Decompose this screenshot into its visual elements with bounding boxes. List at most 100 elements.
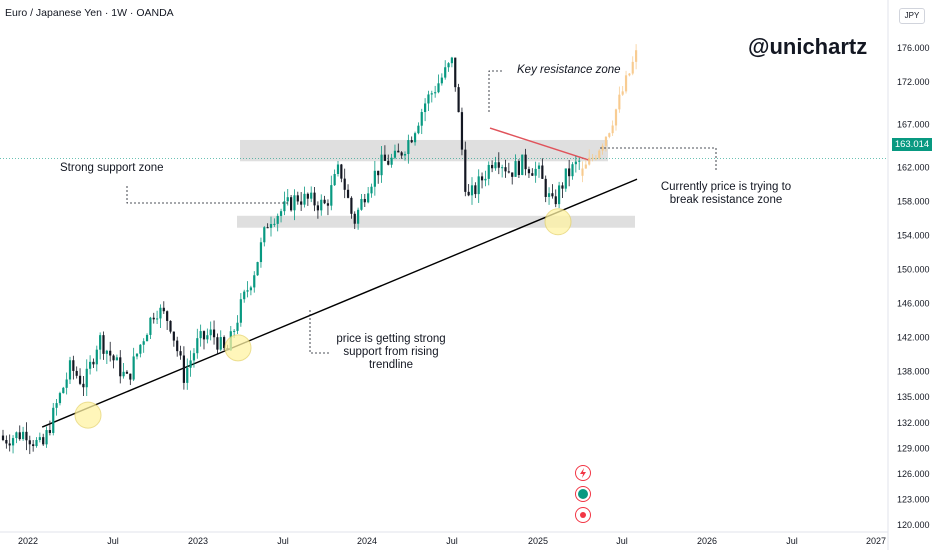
price-tick-label: 167.000 bbox=[897, 120, 930, 130]
candle-body bbox=[450, 57, 453, 64]
projection-body bbox=[594, 158, 597, 160]
candle-body bbox=[323, 199, 326, 204]
candle-body bbox=[460, 112, 464, 150]
time-axis[interactable]: 2022 Jul 2023 Jul 2024 Jul 2025 Jul 2026 Jul 2027 bbox=[18, 536, 886, 546]
candle-body bbox=[216, 337, 219, 350]
candle-body bbox=[1, 435, 5, 441]
candle-body bbox=[370, 186, 373, 194]
candle-body bbox=[273, 223, 276, 225]
teal-circle-icon[interactable] bbox=[575, 486, 591, 502]
candle-body bbox=[521, 154, 524, 175]
candle-body bbox=[223, 337, 226, 348]
candle-body bbox=[162, 307, 165, 312]
candle-body bbox=[393, 150, 397, 158]
zones bbox=[237, 139, 635, 228]
candle-body bbox=[424, 103, 427, 113]
candle-body bbox=[403, 154, 407, 156]
candle-body bbox=[176, 340, 179, 352]
resistance-zone bbox=[240, 139, 608, 162]
candle-body bbox=[454, 57, 457, 88]
candle-body bbox=[172, 331, 175, 341]
candle-body bbox=[62, 387, 65, 394]
candle-body bbox=[377, 170, 380, 176]
candle-body bbox=[504, 167, 507, 172]
currency-label[interactable]: JPY bbox=[899, 8, 925, 24]
candle-body bbox=[551, 193, 554, 197]
trendline-arrow bbox=[309, 310, 330, 354]
projection-body bbox=[598, 150, 601, 159]
candle-body bbox=[169, 320, 172, 332]
candle-body bbox=[474, 185, 477, 195]
candle-body bbox=[11, 438, 15, 446]
price-tick-label: 129.000 bbox=[897, 443, 930, 453]
candle-body bbox=[142, 341, 145, 345]
candle-body bbox=[206, 335, 209, 340]
candle-body bbox=[417, 125, 420, 134]
price-tick-label: 142.000 bbox=[897, 333, 930, 343]
candle-body bbox=[159, 307, 162, 319]
candle-body bbox=[166, 311, 169, 321]
candle-body bbox=[45, 430, 48, 445]
candle-body bbox=[52, 407, 55, 433]
candle-body bbox=[574, 161, 577, 165]
candle-body bbox=[145, 334, 149, 342]
candle-body bbox=[547, 193, 551, 197]
candle-body bbox=[233, 330, 236, 332]
support-touch-circle bbox=[224, 334, 252, 362]
candle-body bbox=[316, 205, 319, 211]
candle-body bbox=[32, 444, 35, 447]
candle-body bbox=[527, 169, 531, 174]
candle-body bbox=[99, 335, 102, 350]
time-tick-label: 2027 bbox=[866, 536, 886, 546]
candle-body bbox=[300, 201, 303, 205]
candle-body bbox=[380, 154, 383, 176]
trendline-note-line-3: trendline bbox=[368, 359, 414, 371]
lightning-icon[interactable] bbox=[575, 465, 591, 481]
resistance-arrow bbox=[488, 70, 503, 112]
rising-trendline bbox=[41, 178, 638, 428]
candle-body bbox=[363, 198, 366, 203]
candle-body bbox=[135, 353, 139, 357]
candle-body bbox=[477, 176, 480, 195]
candle-body bbox=[290, 197, 293, 211]
price-tick-label: 123.000 bbox=[897, 494, 930, 504]
current-note-line-2: break resistance zone bbox=[669, 194, 783, 206]
candle-body bbox=[122, 371, 125, 377]
projection-body bbox=[611, 125, 614, 134]
candle-body bbox=[196, 338, 199, 354]
target-icon[interactable] bbox=[575, 507, 591, 523]
support-arrow bbox=[126, 186, 290, 204]
candle-body bbox=[276, 215, 279, 224]
trendline-note: price is getting strong support from ris… bbox=[336, 333, 446, 372]
support-touch-circle bbox=[74, 401, 102, 429]
candle-body bbox=[350, 197, 353, 214]
current-price-label: 163.014 bbox=[892, 138, 932, 151]
projection-body bbox=[635, 50, 638, 62]
candle-body bbox=[467, 191, 470, 196]
support-touch-circle bbox=[544, 208, 572, 236]
candle-body bbox=[511, 172, 514, 177]
candle-body bbox=[437, 83, 440, 93]
candle-body bbox=[558, 185, 561, 205]
candle-body bbox=[132, 356, 135, 380]
price-tick-label: 132.000 bbox=[897, 418, 930, 428]
candle-body bbox=[85, 368, 88, 388]
candle-body bbox=[320, 199, 323, 211]
candle-body bbox=[5, 440, 8, 444]
candle-body bbox=[480, 176, 484, 181]
time-tick-label: 2024 bbox=[357, 536, 377, 546]
candle-body bbox=[410, 140, 413, 143]
symbol-title: Euro / Japanese Yen · 1W · OANDA bbox=[5, 7, 174, 19]
candle-body bbox=[212, 329, 216, 338]
candle-body bbox=[263, 227, 266, 243]
candle-body bbox=[430, 93, 433, 95]
candle-body bbox=[253, 275, 256, 288]
candle-body bbox=[42, 437, 45, 445]
candle-body bbox=[427, 94, 430, 104]
time-tick-label: 2023 bbox=[188, 536, 208, 546]
candle-body bbox=[487, 164, 490, 179]
time-tick-label: 2022 bbox=[18, 536, 38, 546]
candle-body bbox=[367, 193, 370, 203]
